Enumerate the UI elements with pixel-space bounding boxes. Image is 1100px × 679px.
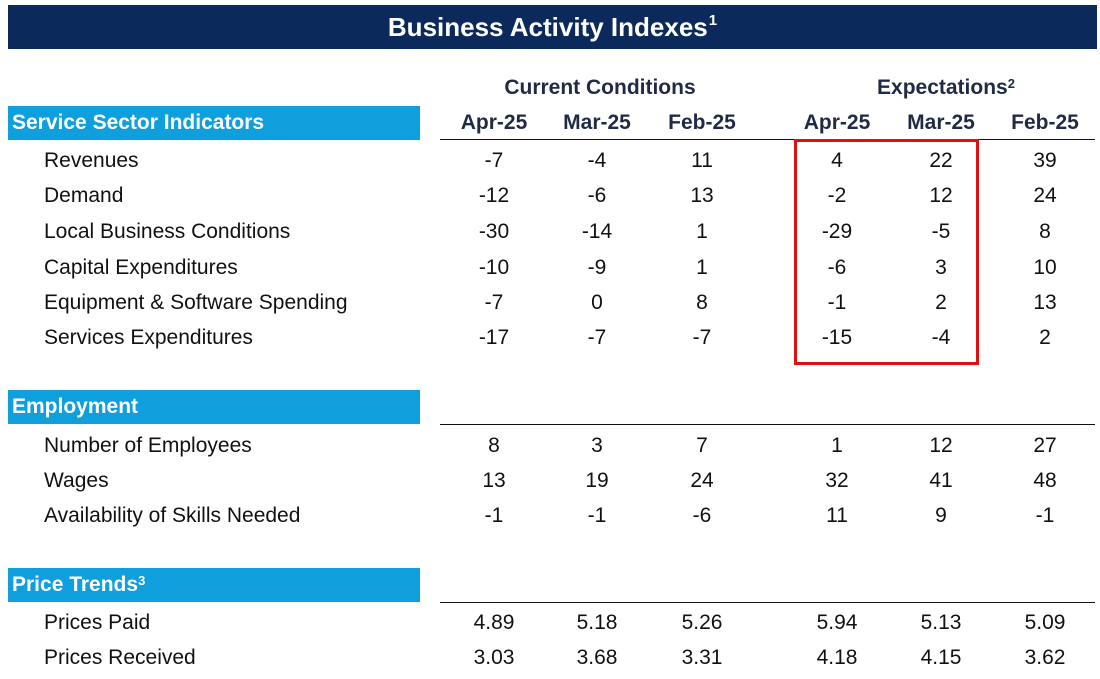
price-trends-footnote-marker: 3 — [138, 573, 146, 588]
table-cell: -1 — [484, 504, 504, 527]
table-cell: 5.26 — [681, 611, 723, 634]
table-cell: -5 — [931, 220, 951, 243]
table-cell: 1 — [696, 256, 708, 279]
row-label: Local Business Conditions — [44, 220, 291, 243]
table-cell: 8 — [488, 434, 500, 457]
table-cell: 4.15 — [920, 646, 962, 669]
table-cell: 32 — [825, 469, 849, 492]
table-cell: 7 — [696, 434, 708, 457]
section-header-service-sector: Service Sector Indicators — [8, 106, 420, 140]
table-cell: 12 — [929, 434, 953, 457]
group-header-expectations: Expectations2 — [877, 76, 1015, 99]
table-cell: 3 — [591, 434, 603, 457]
table-cell: 8 — [1039, 220, 1051, 243]
table-cell: 3 — [935, 256, 947, 279]
row-label: Prices Paid — [44, 611, 151, 634]
table-cell: -4 — [931, 326, 951, 349]
column-header: Mar-25 — [907, 111, 975, 134]
table-cell: 5.13 — [920, 611, 962, 634]
row-label: Services Expenditures — [44, 326, 253, 349]
table-cell: -6 — [827, 256, 847, 279]
title-footnote-marker: 1 — [708, 11, 718, 29]
column-header: Apr-25 — [803, 111, 871, 134]
table-cell: 27 — [1033, 434, 1057, 457]
table-cell: 24 — [690, 469, 714, 492]
table-cell: 12 — [929, 184, 953, 207]
table-cell: -29 — [821, 220, 853, 243]
table-cell: 2 — [1039, 326, 1051, 349]
expectations-highlight-box — [794, 139, 979, 365]
row-label: Wages — [44, 469, 109, 492]
table-cell: 3.31 — [681, 646, 723, 669]
row-label: Revenues — [44, 149, 139, 172]
table-cell: 24 — [1033, 184, 1057, 207]
table-cell: 13 — [690, 184, 714, 207]
table-cell: -15 — [821, 326, 853, 349]
row-label: Capital Expenditures — [44, 256, 238, 279]
table-cell: -9 — [587, 256, 607, 279]
table-cell: 3.68 — [576, 646, 618, 669]
table-cell: 13 — [482, 469, 506, 492]
table-cell: -6 — [587, 184, 607, 207]
table-cell: -30 — [478, 220, 510, 243]
table-cell: 2 — [935, 291, 947, 314]
table-cell: -17 — [478, 326, 510, 349]
section-divider — [440, 139, 1095, 140]
table-cell: 10 — [1033, 256, 1057, 279]
table-cell: 1 — [831, 434, 843, 457]
expectations-footnote-marker: 2 — [1007, 76, 1015, 91]
table-cell: 0 — [591, 291, 603, 314]
table-cell: 8 — [696, 291, 708, 314]
table-cell: 39 — [1033, 149, 1057, 172]
table-cell: -7 — [587, 326, 607, 349]
table-cell: 48 — [1033, 469, 1057, 492]
table-cell: 4 — [831, 149, 843, 172]
table-cell: 4.89 — [473, 611, 515, 634]
column-header: Mar-25 — [563, 111, 631, 134]
table-cell: 11 — [826, 504, 848, 527]
section-header-price-trends: Price Trends3 — [8, 568, 420, 602]
row-label: Equipment & Software Spending — [44, 291, 348, 314]
table-cell: -2 — [827, 184, 847, 207]
row-label: Demand — [44, 184, 124, 207]
column-header: Apr-25 — [460, 111, 528, 134]
table-cell: -1 — [827, 291, 847, 314]
row-label: Number of Employees — [44, 434, 252, 457]
table-cell: -12 — [478, 184, 510, 207]
section-divider — [440, 424, 1095, 425]
table-cell: 5.18 — [576, 611, 618, 634]
table-cell: 4.18 — [816, 646, 858, 669]
table-cell: -1 — [1035, 504, 1055, 527]
table-cell: 5.94 — [816, 611, 858, 634]
row-label: Availability of Skills Needed — [44, 504, 301, 527]
table-cell: -7 — [692, 326, 712, 349]
table-cell: 41 — [929, 469, 953, 492]
row-label: Prices Received — [44, 646, 196, 669]
table-cell: 22 — [929, 149, 953, 172]
table-cell: 19 — [585, 469, 609, 492]
table-cell: -14 — [581, 220, 613, 243]
table-cell: 5.09 — [1024, 611, 1066, 634]
column-header: Feb-25 — [668, 111, 736, 134]
table-cell: -7 — [484, 149, 504, 172]
section-divider — [440, 602, 1095, 603]
table-cell: -4 — [587, 149, 607, 172]
column-header: Feb-25 — [1011, 111, 1079, 134]
group-header-current-conditions: Current Conditions — [504, 76, 696, 99]
table-cell: -10 — [478, 256, 510, 279]
table-cell: -1 — [587, 504, 607, 527]
title-text: Business Activity Indexes — [387, 11, 708, 42]
table-cell: 3.62 — [1024, 646, 1066, 669]
table-cell: -6 — [692, 504, 712, 527]
table-cell: 1 — [696, 220, 708, 243]
table-cell: 9 — [935, 504, 947, 527]
table-cell: 13 — [1033, 291, 1057, 314]
table-cell: 11 — [691, 149, 713, 172]
page-title: Business Activity Indexes 1 — [8, 5, 1097, 49]
table-cell: 3.03 — [473, 646, 515, 669]
table-cell: -7 — [484, 291, 504, 314]
section-header-employment: Employment — [8, 390, 420, 424]
